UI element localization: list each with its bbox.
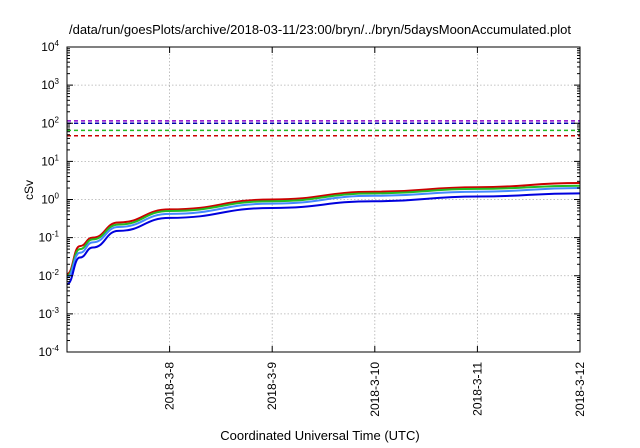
- y-tick-label: 10-2: [39, 268, 60, 283]
- y-tick-label: 10-3: [39, 306, 60, 321]
- y-tick-label: 10-4: [39, 344, 60, 359]
- y-tick-exponent: -2: [52, 268, 60, 277]
- x-tick-label: 2018-3-11: [470, 362, 484, 416]
- y-tick-exponent: 1: [55, 153, 60, 162]
- y-tick-exponent: -1: [52, 230, 60, 239]
- y-tick-exponent: -3: [52, 306, 60, 315]
- x-tick-label: 2018-3-9: [265, 362, 279, 410]
- x-tick-layer: 2018-3-8 2018-3-9 2018-3-10 2018-3-11 2018-3…: [163, 47, 587, 417]
- y-tick-label: 100: [41, 192, 59, 207]
- y-tick-exponent: -4: [52, 344, 60, 353]
- x-tick-label: 2018-3-12: [573, 362, 587, 417]
- y-tick-exponent: 4: [55, 39, 60, 48]
- y-tick-label: 104: [41, 39, 59, 54]
- y-tick-label: 10-1: [39, 230, 60, 245]
- chart-title: /data/run/goesPlots/archive/2018-03-11/2…: [68, 22, 571, 37]
- y-tick-exponent: 0: [55, 192, 60, 201]
- y-tick-exponent: 3: [55, 77, 60, 86]
- y-tick-label: 101: [41, 153, 59, 168]
- series-layer: [66, 120, 581, 286]
- x-tick-label: 2018-3-8: [163, 362, 177, 410]
- y-tick-exponent: 2: [55, 115, 60, 124]
- series-line-4: [66, 192, 581, 286]
- y-tick-label: 103: [41, 77, 59, 92]
- series-line-2: [66, 184, 581, 277]
- series-line-3: [66, 187, 581, 279]
- y-tick-label: 102: [41, 115, 59, 130]
- x-axis-label: Coordinated Universal Time (UTC): [220, 428, 420, 443]
- x-tick-label: 2018-3-10: [368, 362, 382, 417]
- series-line-1: [66, 182, 581, 276]
